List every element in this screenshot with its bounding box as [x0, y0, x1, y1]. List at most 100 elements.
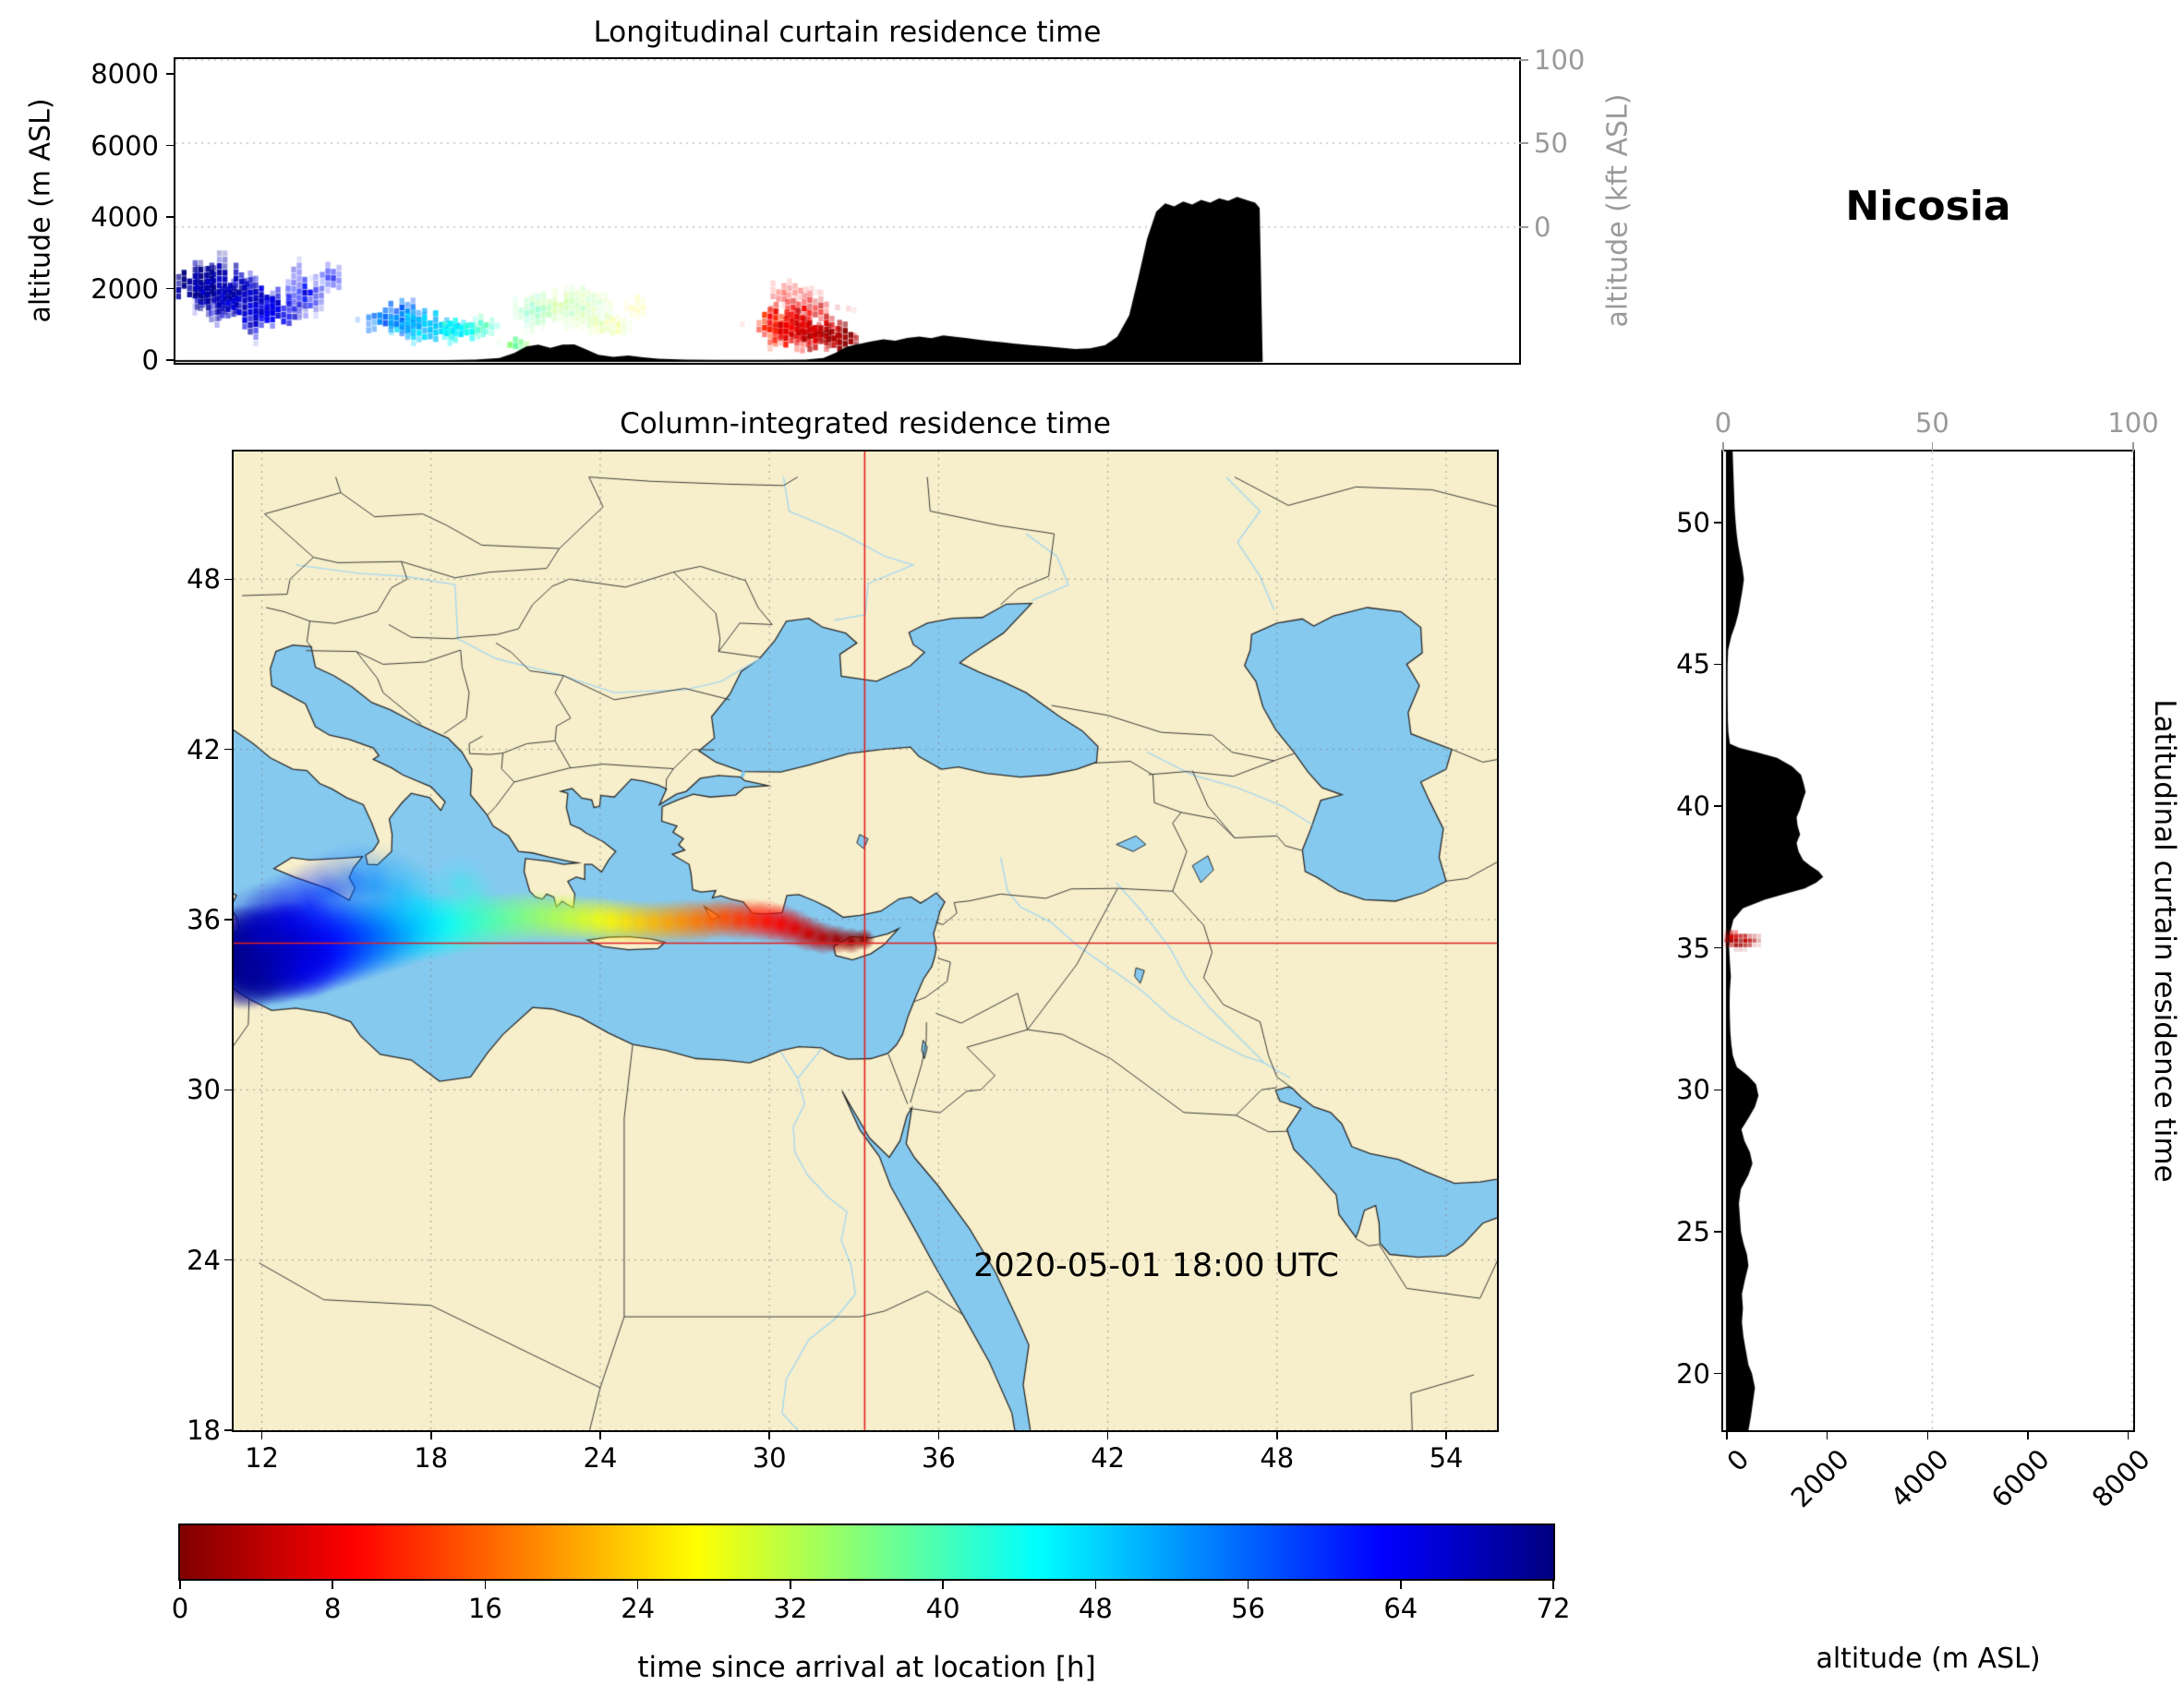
- latitudinal-curtain-plot: [1723, 452, 2133, 1430]
- cb-tick-mark: [179, 1581, 181, 1589]
- rp-x2tick-mark: [2132, 442, 2134, 452]
- rp-x2tick-label: 0: [1714, 407, 1732, 439]
- map-ytick-label: 30: [187, 1074, 221, 1106]
- top-ytick-mark: [166, 216, 175, 218]
- rp-xtick-mark: [1926, 1430, 1929, 1439]
- map-xtick-mark: [937, 1430, 940, 1439]
- top-right-axis-label: altitude (kft ASL): [1601, 93, 1635, 328]
- top-ytick-label: 4000: [90, 201, 159, 233]
- cb-tick-label: 32: [773, 1593, 808, 1624]
- rp-ytick-mark: [1714, 663, 1723, 666]
- map-xtick-mark: [430, 1430, 432, 1439]
- map-xtick-label: 36: [921, 1442, 956, 1474]
- map-xtick-label: 42: [1091, 1442, 1126, 1474]
- cb-tick-mark: [484, 1581, 487, 1589]
- rp-ytick-label: 50: [1676, 506, 1710, 538]
- cb-tick-mark: [1247, 1581, 1249, 1589]
- rp-xtick-label: 8000: [2085, 1443, 2156, 1514]
- rp-x2tick-label: 50: [1914, 407, 1949, 439]
- map-ytick-mark: [224, 1429, 234, 1431]
- rp-x2tick-mark: [1931, 442, 1934, 452]
- top-ytick-label: 0: [141, 344, 159, 376]
- rp-xtick-label: 0: [1719, 1443, 1756, 1478]
- map-xtick-mark: [1276, 1430, 1278, 1439]
- rp-xtick-label: 4000: [1885, 1443, 1956, 1514]
- cb-tick-mark: [942, 1581, 944, 1589]
- cb-tick-label: 40: [925, 1593, 960, 1624]
- colorbar-label: time since arrival at location [h]: [637, 1651, 1096, 1684]
- top-y2tick-mark: [1519, 59, 1528, 61]
- top-y2tick-mark: [1519, 142, 1528, 144]
- station-title: Nicosia: [1845, 183, 2011, 230]
- top-ytick-mark: [166, 359, 175, 361]
- rp-ytick-mark: [1714, 522, 1723, 524]
- rp-ytick-mark: [1714, 946, 1723, 949]
- rp-ytick-label: 25: [1676, 1215, 1710, 1247]
- rp-xtick-mark: [1826, 1430, 1828, 1439]
- top-y2tick-label: 100: [1534, 43, 1586, 76]
- cb-tick-label: 16: [467, 1593, 502, 1624]
- map-ytick-label: 24: [187, 1244, 221, 1276]
- map-xtick-mark: [1445, 1430, 1447, 1439]
- cb-tick-label: 72: [1536, 1593, 1571, 1624]
- cb-tick-label: 48: [1078, 1593, 1113, 1624]
- map-xtick-label: 48: [1260, 1442, 1295, 1474]
- cb-tick-mark: [1400, 1581, 1402, 1589]
- top-ytick-mark: [166, 73, 175, 75]
- rp-x2tick-label: 100: [2107, 407, 2159, 439]
- map-ytick-mark: [224, 1089, 234, 1091]
- rp-xtick-label: 2000: [1784, 1443, 1855, 1514]
- map-xtick-mark: [768, 1430, 770, 1439]
- latitudinal-xaxis-label: altitude (m ASL): [1816, 1643, 2041, 1675]
- top-ytick-label: 6000: [90, 129, 159, 162]
- map-title: Column-integrated residence time: [620, 407, 1111, 440]
- map-ytick-label: 18: [187, 1415, 221, 1446]
- cb-tick-label: 56: [1231, 1593, 1265, 1624]
- top-ytick-label: 2000: [90, 272, 159, 305]
- top-y2tick-label: 0: [1534, 211, 1551, 243]
- map-xtick-label: 54: [1429, 1442, 1464, 1474]
- longitudinal-curtain-plot: [175, 59, 1519, 363]
- cb-tick-label: 0: [171, 1593, 189, 1624]
- map-ytick-label: 42: [187, 733, 221, 765]
- rp-ytick-label: 30: [1676, 1074, 1710, 1106]
- map-xtick-mark: [1106, 1430, 1109, 1439]
- rp-ytick-label: 20: [1676, 1357, 1710, 1390]
- rp-ytick-mark: [1714, 805, 1723, 807]
- column-integrated-map-plot: [234, 452, 1497, 1430]
- top-y2tick-label: 50: [1534, 127, 1568, 160]
- map-ytick-label: 36: [187, 903, 221, 935]
- datetime-label: 2020-05-01 18:00 UTC: [973, 1247, 1339, 1284]
- rp-xtick-mark: [1726, 1430, 1728, 1439]
- cb-tick-mark: [790, 1581, 791, 1589]
- cb-tick-mark: [1552, 1581, 1554, 1589]
- cb-tick-mark: [1094, 1581, 1097, 1589]
- rp-xtick-mark: [2127, 1430, 2130, 1439]
- colorbar: [180, 1525, 1553, 1579]
- cb-tick-mark: [332, 1581, 333, 1589]
- map-ytick-mark: [224, 578, 234, 580]
- rp-xtick-label: 6000: [1985, 1443, 2056, 1514]
- top-ytick-mark: [166, 144, 175, 147]
- map-xtick-label: 12: [245, 1442, 279, 1474]
- rp-ytick-mark: [1714, 1089, 1723, 1091]
- cb-tick-label: 24: [621, 1593, 656, 1624]
- top-left-axis-label: altitude (m ASL): [24, 98, 57, 323]
- rp-x2tick-mark: [1722, 442, 1724, 452]
- cb-tick-label: 64: [1383, 1593, 1418, 1624]
- map-ytick-mark: [224, 1258, 234, 1261]
- map-xtick-label: 30: [752, 1442, 787, 1474]
- map-xtick-mark: [599, 1430, 601, 1439]
- rp-ytick-mark: [1714, 1372, 1723, 1375]
- top-ytick-mark: [166, 287, 175, 290]
- rp-xtick-mark: [2027, 1430, 2029, 1439]
- longitudinal-curtain-title: Longitudinal curtain residence time: [593, 16, 1102, 49]
- map-ytick-label: 48: [187, 563, 221, 596]
- latitudinal-curtain-title: Latitudinal curtain residence time: [2148, 699, 2181, 1183]
- cb-tick-mark: [636, 1581, 639, 1589]
- cb-tick-label: 8: [323, 1593, 342, 1624]
- map-xtick-label: 18: [414, 1442, 449, 1474]
- rp-ytick-label: 40: [1676, 790, 1710, 823]
- map-xtick-label: 24: [583, 1442, 618, 1474]
